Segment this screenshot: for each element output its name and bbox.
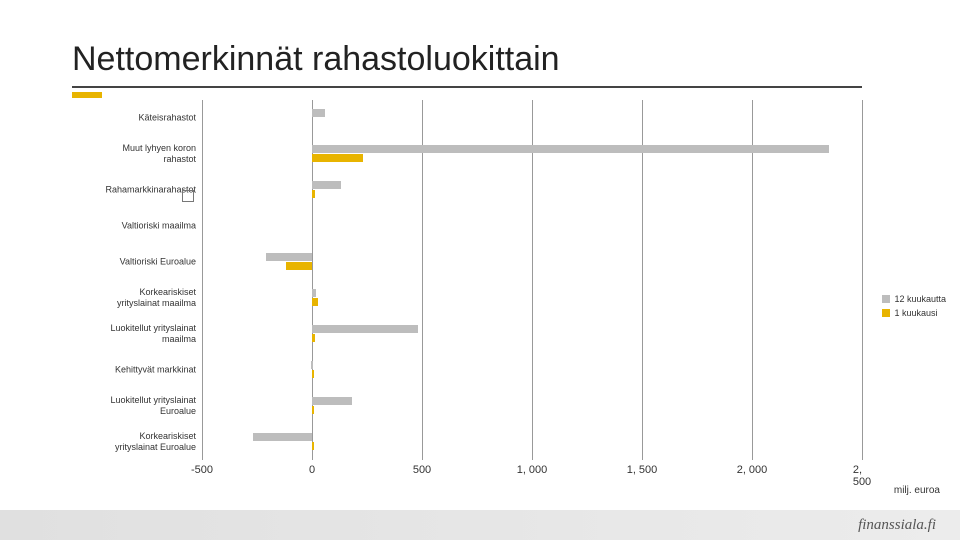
category-label: Korkeariskisetyrityslainat Euroalue [72,431,196,453]
x-tick-label: 1, 500 [627,464,658,476]
legend-label-1m: 1 kuukausi [894,306,937,320]
x-tick-label: 1, 000 [517,464,548,476]
x-tick-label: 500 [413,464,431,476]
category-label: Valtioriski Euroalue [72,257,196,268]
bar-12m [266,253,312,261]
bar-1m [312,334,315,342]
gridline [422,100,423,460]
category-label: Muut lyhyen koronrahastot [72,143,196,165]
data-marker [182,190,194,202]
category-label: Luokitellut yrityslainatmaailma [72,323,196,345]
bar-12m [312,181,341,189]
bar-1m [312,406,314,414]
plot-area [202,100,862,460]
brand-label: finanssiala.fi [858,517,936,534]
category-label: Rahamarkkinarahastot [72,185,196,196]
category-label: Käteisrahastot [72,113,196,124]
bar-1m [312,154,363,162]
category-label: Korkeariskisetyrityslainat maailma [72,287,196,309]
bar-12m [312,145,829,153]
chart-area: Käteisrahastot Muut lyhyen koronrahastot R… [72,100,862,480]
category-label: Luokitellut yrityslainatEuroalue [72,395,196,417]
legend-label-12m: 12 kuukautta [894,292,946,306]
gridline [642,100,643,460]
x-tick-label: 2, 500 [853,464,871,488]
title-accent [72,92,102,98]
gridline [532,100,533,460]
gridline [202,100,203,460]
chart-legend: 12 kuukautta 1 kuukausi [882,292,946,320]
x-tick-label: 2, 000 [737,464,768,476]
bar-12m [253,433,312,441]
unit-label: milj. euroa [894,485,940,496]
bar-1m [312,298,318,306]
gridline [752,100,753,460]
x-tick-label: 0 [309,464,315,476]
bar-12m [311,361,313,369]
category-label: Kehittyvät markkinat [72,365,196,376]
x-tick-label: -500 [191,464,213,476]
bar-12m [312,397,352,405]
page-title: Nettomerkinnät rahastoluokittain [72,40,560,79]
bar-1m [312,190,315,198]
bar-1m [312,370,314,378]
legend-swatch-12m [882,295,890,303]
bar-12m [312,109,325,117]
gridline [862,100,863,460]
bar-1m [312,442,314,450]
title-underline [72,86,862,88]
footer-bar [0,510,960,540]
category-label: Valtioriski maailma [72,221,196,232]
legend-swatch-1m [882,309,890,317]
bar-1m [286,262,312,270]
bar-12m [312,289,316,297]
bar-12m [312,325,418,333]
